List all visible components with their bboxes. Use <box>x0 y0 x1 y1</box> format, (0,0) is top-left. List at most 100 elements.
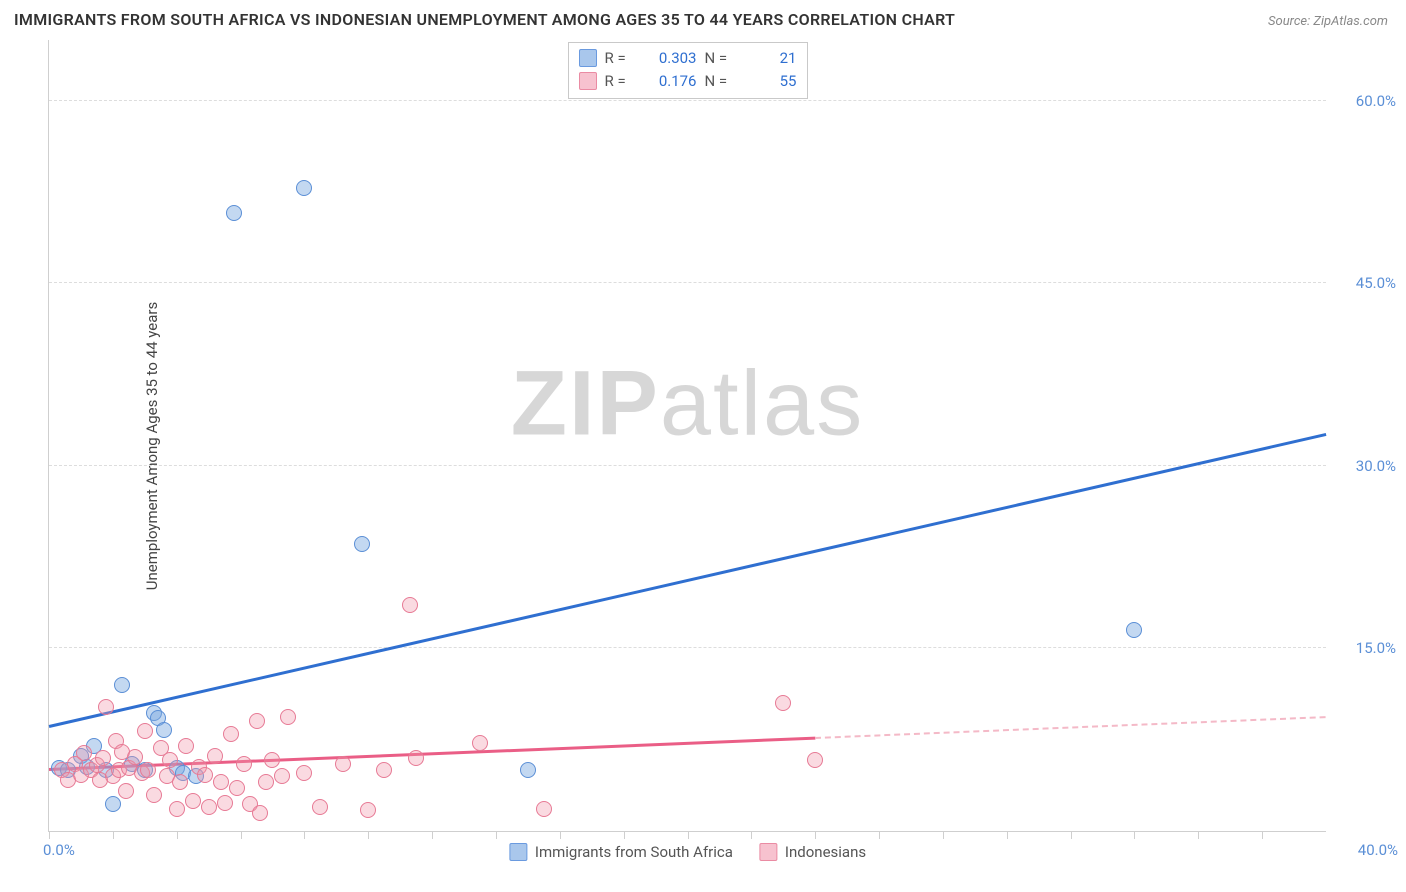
source-attribution: Source: ZipAtlas.com <box>1268 14 1388 29</box>
data-point <box>1126 622 1142 638</box>
data-point <box>536 801 552 817</box>
gridline <box>49 647 1326 648</box>
data-point <box>236 756 252 772</box>
x-tick-max: 40.0% <box>1358 841 1398 859</box>
swatch-blue-icon <box>509 843 527 861</box>
x-tick <box>1198 831 1199 839</box>
data-point <box>105 796 121 812</box>
x-tick <box>688 831 689 839</box>
x-tick <box>1071 831 1072 839</box>
data-point <box>520 762 536 778</box>
x-tick <box>815 831 816 839</box>
legend-n-label: N = <box>705 70 735 93</box>
data-point <box>197 767 213 783</box>
gridline <box>49 465 1326 466</box>
legend-r-label: R = <box>605 70 635 93</box>
data-point <box>280 709 296 725</box>
trend-line <box>815 716 1326 739</box>
data-point <box>226 205 242 221</box>
watermark-text-light: atlas <box>660 352 864 454</box>
x-tick <box>432 831 433 839</box>
x-tick <box>560 831 561 839</box>
scatter-plot-area: ZIPatlas R = 0.303 N = 21 R = 0.176 N = … <box>48 40 1326 832</box>
series-legend: Immigrants from South Africa Indonesians <box>509 843 866 861</box>
x-tick <box>943 831 944 839</box>
legend-item-pink: Indonesians <box>759 843 866 861</box>
legend-label-pink: Indonesians <box>785 843 866 861</box>
data-point <box>178 738 194 754</box>
x-tick <box>1134 831 1135 839</box>
chart-title: IMMIGRANTS FROM SOUTH AFRICA VS INDONESI… <box>14 10 955 29</box>
legend-r-blue: 0.303 <box>643 47 697 70</box>
x-tick <box>49 831 50 839</box>
data-point <box>775 695 791 711</box>
swatch-blue-icon <box>579 49 597 67</box>
data-point <box>185 793 201 809</box>
data-point <box>118 783 134 799</box>
trend-line <box>49 433 1327 727</box>
legend-r-label: R = <box>605 47 635 70</box>
data-point <box>376 762 392 778</box>
x-tick <box>1262 831 1263 839</box>
data-point <box>95 750 111 766</box>
y-tick-label: 60.0% <box>1336 92 1396 110</box>
data-point <box>296 765 312 781</box>
x-tick <box>241 831 242 839</box>
watermark-text-bold: ZIP <box>511 352 660 454</box>
data-point <box>354 536 370 552</box>
legend-r-pink: 0.176 <box>643 70 697 93</box>
data-point <box>472 735 488 751</box>
data-point <box>127 749 143 765</box>
data-point <box>114 677 130 693</box>
data-point <box>213 774 229 790</box>
legend-n-blue: 21 <box>743 47 797 70</box>
legend-row-blue: R = 0.303 N = 21 <box>579 47 797 70</box>
data-point <box>252 805 268 821</box>
legend-label-blue: Immigrants from South Africa <box>535 843 733 861</box>
x-tick <box>496 831 497 839</box>
x-tick <box>751 831 752 839</box>
data-point <box>274 768 290 784</box>
x-tick <box>304 831 305 839</box>
data-point <box>217 795 233 811</box>
data-point <box>807 752 823 768</box>
data-point <box>296 180 312 196</box>
data-point <box>162 752 178 768</box>
data-point <box>408 750 424 766</box>
y-tick-label: 45.0% <box>1336 274 1396 292</box>
data-point <box>76 745 92 761</box>
x-tick <box>368 831 369 839</box>
data-point <box>98 699 114 715</box>
watermark: ZIPatlas <box>511 351 864 456</box>
gridline <box>49 100 1326 101</box>
x-tick <box>113 831 114 839</box>
data-point <box>249 713 265 729</box>
data-point <box>140 762 156 778</box>
y-tick-label: 15.0% <box>1336 639 1396 657</box>
x-tick <box>624 831 625 839</box>
data-point <box>146 787 162 803</box>
x-tick <box>879 831 880 839</box>
legend-item-blue: Immigrants from South Africa <box>509 843 733 861</box>
data-point <box>156 722 172 738</box>
legend-n-label: N = <box>705 47 735 70</box>
y-tick-label: 30.0% <box>1336 457 1396 475</box>
x-tick <box>177 831 178 839</box>
data-point <box>137 723 153 739</box>
legend-n-pink: 55 <box>743 70 797 93</box>
legend-row-pink: R = 0.176 N = 55 <box>579 70 797 93</box>
data-point <box>312 799 328 815</box>
data-point <box>402 597 418 613</box>
data-point <box>207 748 223 764</box>
data-point <box>229 780 245 796</box>
swatch-pink-icon <box>759 843 777 861</box>
data-point <box>201 799 217 815</box>
data-point <box>258 774 274 790</box>
swatch-pink-icon <box>579 72 597 90</box>
data-point <box>335 756 351 772</box>
data-point <box>172 774 188 790</box>
data-point <box>223 726 239 742</box>
data-point <box>360 802 376 818</box>
x-tick-0: 0.0% <box>43 841 75 859</box>
x-tick <box>1007 831 1008 839</box>
